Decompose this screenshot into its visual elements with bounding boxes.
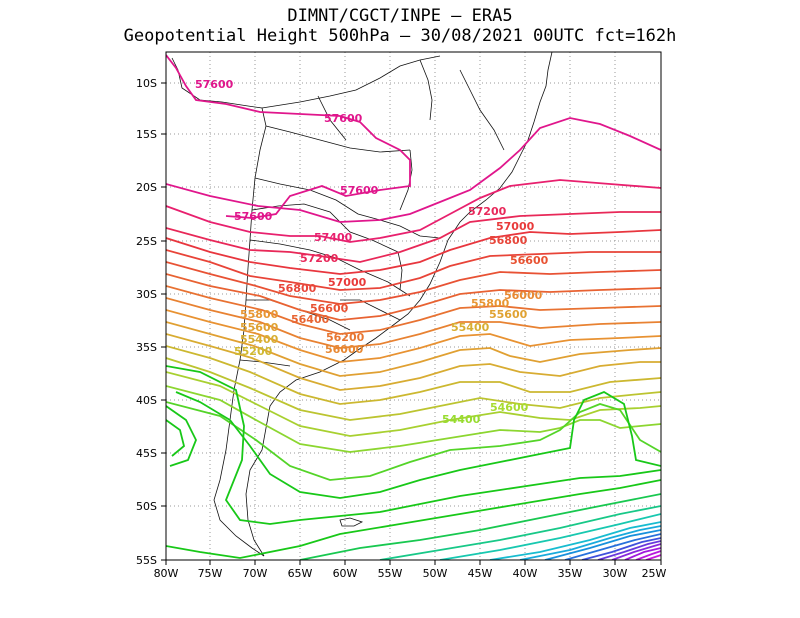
x-axis: 80W 75W 70W 65W 60W 55W 50W 45W 40W 35W … xyxy=(154,560,667,580)
contour-label: 56800 xyxy=(278,282,317,295)
title-line-2: Geopotential Height 500hPa – 30/08/2021 … xyxy=(123,26,677,46)
lat-tick-label: 20S xyxy=(136,181,157,194)
lon-tick-label: 60W xyxy=(333,567,358,580)
contour-label: 57000 xyxy=(496,220,535,233)
contour-label: 57200 xyxy=(468,205,507,218)
contour-label: 55600 xyxy=(240,321,279,334)
lon-tick-label: 65W xyxy=(288,567,313,580)
lat-tick-label: 35S xyxy=(136,341,157,354)
lat-tick-label: 25S xyxy=(136,235,157,248)
contour-label: 57200 xyxy=(300,252,339,265)
lon-tick-label: 55W xyxy=(378,567,403,580)
contour-label: 55600 xyxy=(489,308,528,321)
lon-tick-label: 80W xyxy=(154,567,179,580)
lat-tick-label: 55S xyxy=(136,554,157,567)
contour-label: 55800 xyxy=(471,297,510,310)
contour-label: 57600 xyxy=(234,210,273,223)
contour-label: 56800 xyxy=(489,234,528,247)
contours xyxy=(166,54,661,560)
contour-label: 56000 xyxy=(325,343,364,356)
contour-label: 54400 xyxy=(442,413,481,426)
lon-tick-label: 25W xyxy=(642,567,667,580)
lat-tick-label: 10S xyxy=(136,77,157,90)
lon-tick-label: 70W xyxy=(243,567,268,580)
lat-tick-label: 40S xyxy=(136,394,157,407)
lon-tick-label: 50W xyxy=(423,567,448,580)
contour-label: 55400 xyxy=(451,321,490,334)
lon-tick-label: 40W xyxy=(513,567,538,580)
contour-label: 57000 xyxy=(328,276,367,289)
contour-label: 54600 xyxy=(490,401,529,414)
lat-tick-label: 50S xyxy=(136,500,157,513)
contour-label: 56000 xyxy=(504,289,543,302)
lon-tick-label: 75W xyxy=(198,567,223,580)
contour-label: 57400 xyxy=(314,231,353,244)
gridlines xyxy=(166,52,661,560)
plot-area xyxy=(166,52,661,560)
contour-label: 56600 xyxy=(310,302,349,315)
contour-label: 55800 xyxy=(240,308,279,321)
contour-label: 56400 xyxy=(291,313,330,326)
lat-tick-label: 30S xyxy=(136,288,157,301)
contour-label: 57600 xyxy=(340,184,379,197)
y-axis: 10S 15S 20S 25S 30S 35S 40S 45S 50S 55S xyxy=(136,77,166,567)
contour-label: 55200 xyxy=(234,345,273,358)
title-line-1: DIMNT/CGCT/INPE – ERA5 xyxy=(287,6,513,26)
contour-label: 57600 xyxy=(324,112,363,125)
lon-tick-label: 30W xyxy=(603,567,628,580)
contour-label: 55400 xyxy=(240,333,279,346)
contour-label: 56600 xyxy=(510,254,549,267)
lon-tick-label: 35W xyxy=(558,567,583,580)
contour-label: 56200 xyxy=(326,331,365,344)
lon-tick-label: 45W xyxy=(468,567,493,580)
plot-frame xyxy=(165,51,662,561)
lat-tick-label: 45S xyxy=(136,447,157,460)
contour-label: 57600 xyxy=(195,78,234,91)
lat-tick-label: 15S xyxy=(136,128,157,141)
contour-labels: 57600 57600 57600 57600 57400 57200 5720… xyxy=(195,78,549,426)
